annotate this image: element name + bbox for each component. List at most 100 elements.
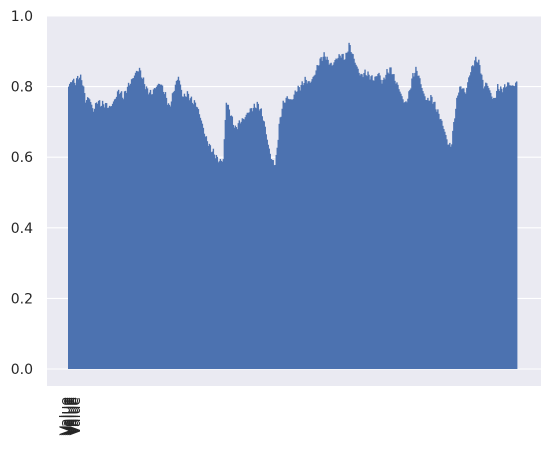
bar <box>379 75 381 370</box>
bar <box>197 109 200 369</box>
bar <box>91 108 94 370</box>
bar <box>120 91 123 370</box>
bar <box>147 94 150 369</box>
bar <box>287 98 289 369</box>
bar <box>417 75 419 369</box>
bar <box>179 84 182 369</box>
bar <box>195 106 198 369</box>
bar <box>429 100 431 369</box>
bar <box>435 109 437 369</box>
bar <box>345 52 347 370</box>
bar <box>506 86 508 369</box>
bar <box>409 89 411 369</box>
bar <box>478 59 480 370</box>
bar <box>476 61 478 370</box>
bar <box>336 59 338 369</box>
bar <box>106 107 109 370</box>
bar <box>407 98 409 369</box>
y-tick-label: 0.6 <box>11 150 33 166</box>
bar <box>240 121 243 369</box>
bar <box>421 88 423 370</box>
y-tick-label: 1.0 <box>11 9 33 25</box>
bar <box>471 66 473 370</box>
bar <box>369 79 371 370</box>
bar <box>267 144 269 369</box>
x-tick-label: Value <box>58 397 74 435</box>
bar <box>474 60 476 370</box>
bar <box>187 93 190 369</box>
bar <box>275 154 277 369</box>
bar <box>185 96 188 369</box>
bar <box>261 116 263 369</box>
bar <box>370 76 372 369</box>
bar <box>453 121 455 370</box>
bar <box>146 88 149 370</box>
bar <box>406 102 408 369</box>
bar <box>508 82 510 370</box>
bar <box>401 96 403 369</box>
bar <box>178 80 181 369</box>
bar <box>135 70 138 370</box>
bar <box>316 65 318 369</box>
bar <box>440 118 442 370</box>
bar <box>231 116 234 369</box>
bar <box>485 82 487 370</box>
bar <box>220 160 223 369</box>
bar <box>473 66 475 370</box>
bar <box>137 71 140 369</box>
bar <box>462 88 464 369</box>
bar <box>155 86 158 369</box>
bar <box>515 82 517 369</box>
y-tick-label: 0.0 <box>11 362 33 378</box>
bar <box>126 86 129 370</box>
bar <box>498 89 500 369</box>
bar <box>233 127 236 369</box>
bar <box>215 154 218 369</box>
bar <box>327 59 329 369</box>
bar <box>250 108 252 370</box>
bar <box>201 123 204 370</box>
bar <box>183 93 186 369</box>
bar <box>105 103 108 370</box>
bar <box>295 92 297 369</box>
bar <box>410 88 412 370</box>
bar <box>461 89 463 370</box>
bar <box>280 116 282 369</box>
bar <box>311 79 313 369</box>
bar <box>464 92 466 369</box>
bar <box>144 89 147 370</box>
bar <box>493 97 495 369</box>
bar <box>149 89 152 370</box>
bar <box>359 75 361 370</box>
bar <box>133 75 136 369</box>
bar <box>222 159 225 369</box>
bar <box>383 77 385 370</box>
bar <box>279 117 281 369</box>
bar <box>251 111 253 369</box>
bar <box>200 120 203 369</box>
bar <box>376 76 378 370</box>
bar <box>456 97 458 369</box>
bar <box>375 76 377 369</box>
bar <box>255 108 257 369</box>
bar <box>84 102 87 370</box>
bar <box>259 109 261 369</box>
bar <box>486 83 488 369</box>
bar <box>290 99 292 369</box>
bar <box>208 143 211 369</box>
bar <box>501 88 503 370</box>
bar <box>143 84 146 369</box>
bar <box>256 101 258 370</box>
bar <box>333 62 335 369</box>
bar <box>466 87 468 369</box>
bar <box>164 92 167 369</box>
bar <box>397 84 399 369</box>
bar <box>124 90 127 370</box>
bar <box>173 90 176 369</box>
bar <box>491 96 493 369</box>
bar <box>150 94 153 369</box>
bar <box>70 82 73 369</box>
bar <box>516 81 518 370</box>
bar <box>113 99 116 370</box>
